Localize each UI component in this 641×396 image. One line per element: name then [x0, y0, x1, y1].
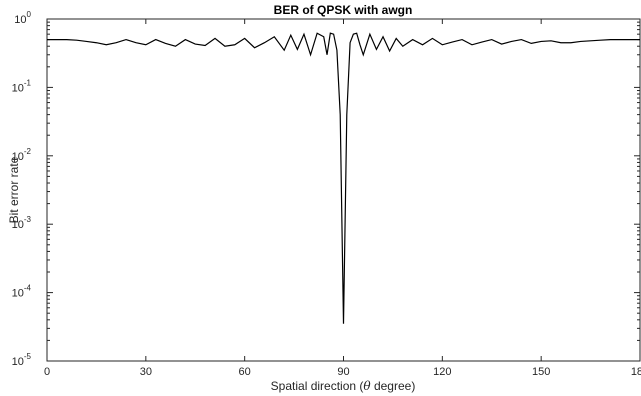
y-tick-label-exp: -5 [24, 352, 32, 361]
y-axis-label: Bit error rate [7, 156, 21, 223]
x-tick-label: 90 [337, 366, 349, 378]
y-tick-label-base: 10 [12, 219, 24, 231]
y-tick-label: 10-3 [12, 215, 32, 231]
y-tick-label-base: 10 [12, 82, 24, 94]
x-axis-label: Spatial direction (θ degree) [271, 379, 416, 393]
y-tick-label-exp: -2 [24, 147, 32, 156]
x-tick-label: 30 [140, 366, 152, 378]
y-tick-label-base: 10 [12, 288, 24, 300]
y-tick-label-exp: -4 [24, 284, 32, 293]
x-tick-label: 180 [631, 366, 641, 378]
x-axis-label-prefix: Spatial direction ( [271, 379, 364, 393]
y-tick-label-exp: -3 [24, 215, 32, 224]
y-tick-label-exp: -1 [24, 78, 32, 87]
y-tick-label: 10-2 [12, 147, 32, 163]
y-tick-label: 10-5 [12, 352, 32, 368]
y-tick-label: 10-4 [12, 284, 32, 300]
ber-series-line [47, 32, 640, 324]
x-tick-label: 120 [433, 366, 451, 378]
x-axis: 0 30 60 90 120 150 180 [44, 19, 641, 378]
chart-title: BER of QPSK with awgn [274, 3, 413, 17]
y-tick-label-exp: 0 [27, 10, 32, 19]
y-tick-label-base: 10 [12, 356, 24, 368]
x-tick-label: 150 [532, 366, 550, 378]
y-tick-label-base: 10 [12, 151, 24, 163]
x-tick-label: 0 [44, 366, 50, 378]
y-tick-label-base: 10 [14, 14, 26, 26]
x-axis-label-suffix: degree) [371, 379, 416, 393]
y-tick-label: 10-1 [12, 78, 32, 94]
x-tick-label: 60 [239, 366, 251, 378]
x-axis-label-theta: θ [363, 379, 371, 393]
y-tick-label: 100 [14, 10, 31, 26]
